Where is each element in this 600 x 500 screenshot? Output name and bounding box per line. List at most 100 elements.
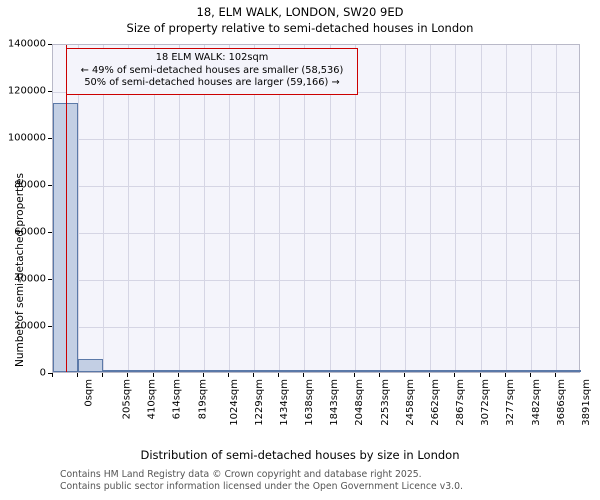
x-axis-tick-mark — [378, 373, 380, 377]
y-axis-tick-label: 40000 — [14, 273, 46, 285]
gridline-vertical — [505, 45, 507, 372]
x-axis-tick-label: 3072sqm — [479, 379, 491, 426]
bar — [555, 370, 582, 372]
gridline-vertical — [78, 45, 80, 372]
gridline-vertical — [555, 45, 557, 372]
bar — [128, 370, 154, 372]
x-axis-tick-mark — [429, 373, 431, 377]
gridline-vertical — [279, 45, 281, 372]
bar — [379, 370, 406, 372]
y-axis-tick-mark — [48, 373, 52, 374]
annotation-line-3: 50% of semi-detached houses are larger (… — [84, 77, 340, 88]
gridline-vertical — [530, 45, 532, 372]
gridline-vertical — [455, 45, 457, 372]
x-axis-tick-label: 2253sqm — [379, 379, 391, 426]
gridline-vertical — [229, 45, 231, 372]
y-axis-tick-label: 20000 — [14, 320, 46, 332]
x-axis-tick-mark — [529, 373, 531, 377]
gridline-horizontal — [53, 327, 579, 328]
gridline-vertical — [329, 45, 331, 372]
x-axis-tick-mark — [278, 373, 280, 377]
x-axis-tick-label: 1638sqm — [303, 379, 315, 426]
bar — [505, 370, 531, 372]
x-axis-tick-mark — [328, 373, 330, 377]
gridline-vertical — [128, 45, 130, 372]
x-axis-tick-label: 3482sqm — [530, 379, 542, 426]
x-axis-label: Distribution of semi-detached houses by … — [140, 448, 460, 462]
bar — [304, 370, 330, 372]
bar — [178, 370, 204, 372]
y-axis-label: Number of semi-detached properties — [14, 173, 26, 367]
bar — [530, 370, 556, 372]
x-axis-tick-label: 0sqm — [83, 379, 95, 407]
gridline-vertical — [103, 45, 105, 372]
x-axis-tick-mark — [228, 373, 230, 377]
x-axis-tick-mark — [404, 373, 406, 377]
gridline-horizontal — [53, 186, 579, 187]
x-axis-tick-mark — [454, 373, 456, 377]
x-axis-tick-mark — [52, 373, 53, 377]
bar — [329, 370, 355, 372]
x-axis-tick-label: 3686sqm — [555, 379, 567, 426]
gridline-vertical — [354, 45, 356, 372]
annotation-line-2: ← 49% of semi-detached houses are smalle… — [80, 64, 344, 76]
x-axis-tick-mark — [479, 373, 481, 377]
y-axis-tick-label: 140000 — [7, 38, 46, 50]
x-axis-tick-mark — [253, 373, 255, 377]
x-axis-tick-label: 2458sqm — [404, 379, 416, 426]
plot-area — [52, 44, 582, 373]
bar — [153, 370, 179, 372]
bar — [229, 370, 255, 372]
x-axis-tick-label: 1229sqm — [253, 379, 265, 426]
x-axis-tick-label: 3891sqm — [580, 379, 592, 426]
annotation-line-1: 18 ELM WALK: 102sqm — [155, 52, 269, 63]
x-axis-tick-label: 205sqm — [121, 379, 133, 420]
x-axis-tick-mark — [127, 373, 129, 377]
x-axis-tick-label: 614sqm — [171, 379, 183, 420]
x-axis-tick-label: 3277sqm — [505, 379, 517, 426]
gridline-horizontal — [53, 139, 579, 140]
bar — [78, 358, 104, 372]
x-axis-tick-mark — [102, 373, 104, 377]
x-axis-tick-label: 410sqm — [146, 379, 158, 420]
y-axis-tick-label: 60000 — [14, 226, 46, 238]
bar — [279, 370, 305, 372]
page-title: 18, ELM WALK, LONDON, SW20 9ED — [196, 5, 404, 19]
x-axis-tick-label: 2662sqm — [429, 379, 441, 426]
gridline-vertical — [430, 45, 432, 372]
y-axis-tick-label: 80000 — [14, 179, 46, 191]
x-axis-tick-mark — [353, 373, 355, 377]
x-axis-tick-label: 2867sqm — [454, 379, 466, 426]
y-axis-tick-label: 0 — [39, 367, 46, 379]
bar — [203, 370, 230, 372]
y-axis-tick-mark — [48, 185, 52, 186]
bar — [254, 370, 280, 372]
x-axis-tick-label: 1024sqm — [228, 379, 240, 426]
x-axis-tick-mark — [303, 373, 305, 377]
footer-line-1: Contains HM Land Registry data © Crown c… — [60, 469, 422, 480]
gridline-vertical — [405, 45, 407, 372]
footer-line-2: Contains public sector information licen… — [60, 480, 463, 492]
y-axis-tick-mark — [48, 326, 52, 327]
gridline-vertical — [304, 45, 306, 372]
y-axis-tick-mark — [48, 279, 52, 280]
gridline-vertical — [480, 45, 482, 372]
bar — [405, 370, 431, 372]
y-axis-tick-mark — [48, 232, 52, 233]
x-axis-tick-mark — [554, 373, 556, 377]
bar — [480, 370, 506, 372]
y-axis-tick-mark — [48, 44, 52, 45]
x-axis-tick-mark — [177, 373, 179, 377]
bar — [103, 370, 129, 372]
footer: Contains HM Land Registry data © Crown c… — [60, 469, 580, 492]
gridline-horizontal — [53, 280, 579, 281]
property-size-marker-line — [65, 45, 68, 372]
gridline-vertical — [153, 45, 155, 372]
y-axis-tick-mark — [48, 91, 52, 92]
x-axis-tick-mark — [504, 373, 506, 377]
x-axis-tick-label: 1843sqm — [329, 379, 341, 426]
x-axis-tick-mark — [152, 373, 154, 377]
x-axis-tick-mark — [77, 373, 79, 377]
gridline-vertical — [254, 45, 256, 372]
bar — [354, 370, 380, 372]
